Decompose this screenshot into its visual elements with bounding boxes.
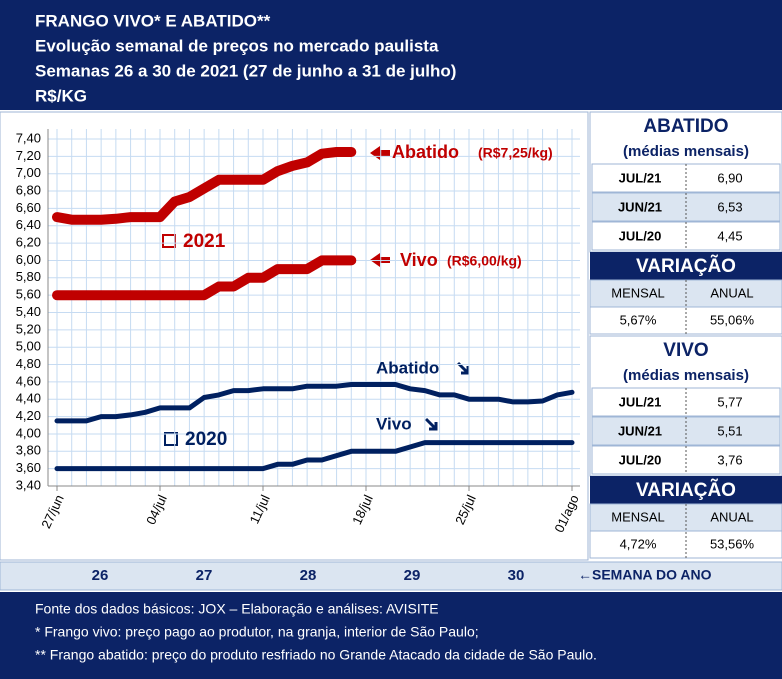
table-value: 6,90	[717, 170, 742, 185]
table-value: 5,77	[717, 394, 742, 409]
line-series	[52, 255, 357, 301]
variation-title: VARIAÇÃO	[636, 479, 736, 501]
header-line: Semanas 26 a 30 de 2021 (27 de junho a 3…	[35, 61, 456, 80]
footer-line: ** Frango abatido: preço do produto resf…	[35, 647, 597, 663]
footer-line: * Frango vivo: preço pago ao produtor, n…	[35, 624, 479, 640]
y-tick-label: 4,40	[16, 391, 41, 406]
y-tick-label: 6,80	[16, 182, 41, 197]
panel-subtitle: (médias mensais)	[623, 367, 749, 384]
week-label: 26	[92, 567, 109, 584]
week-label: 28	[300, 567, 317, 584]
header-band	[0, 0, 782, 110]
y-tick-label: 5,00	[16, 339, 41, 354]
variation-header: MENSAL	[611, 509, 664, 524]
table-value: 3,76	[717, 452, 742, 467]
variation-title: VARIAÇÃO	[636, 255, 736, 277]
variation-value: 5,67%	[620, 312, 657, 327]
week-label: 30	[508, 567, 525, 584]
footer-line: Fonte dos dados básicos: JOX – Elaboraçã…	[35, 601, 439, 617]
variation-value: 53,56%	[710, 536, 755, 551]
week-axis-label: ←SEMANA DO ANO	[578, 567, 712, 583]
line-series	[54, 382, 575, 424]
series-label: Vivo	[400, 250, 438, 270]
line-series	[54, 440, 575, 472]
chart-frame	[0, 111, 589, 561]
table-label: JUL/21	[619, 170, 662, 185]
table-value: 5,51	[717, 423, 742, 438]
week-band	[0, 561, 782, 591]
y-tick-label: 4,80	[16, 356, 41, 371]
y-tick-label: 7,00	[16, 165, 41, 180]
week-label: 27	[196, 567, 213, 584]
y-tick-label: 4,60	[16, 373, 41, 388]
y-tick-label: 7,40	[16, 130, 41, 145]
header-line: Evolução semanal de preços no mercado pa…	[35, 36, 439, 55]
table-value: 6,53	[717, 199, 742, 214]
panel-title: VIVO	[663, 340, 708, 361]
y-tick-label: 3,60	[16, 460, 41, 475]
table-label: JUL/20	[619, 228, 662, 243]
table-label: JUL/20	[619, 452, 662, 467]
series-label: Abatido	[392, 142, 459, 162]
table-label: JUL/21	[619, 394, 662, 409]
y-tick-label: 7,20	[16, 148, 41, 163]
annotation: 2021	[183, 231, 226, 252]
header-line: R$/KG	[35, 86, 87, 105]
week-label: 29	[404, 567, 421, 584]
footer-band	[0, 592, 782, 679]
variation-header: MENSAL	[611, 285, 664, 300]
panel-title: ABATIDO	[643, 116, 728, 137]
y-tick-label: 6,00	[16, 252, 41, 267]
annotation: 2020	[185, 429, 227, 450]
table-value: 4,45	[717, 228, 742, 243]
y-tick-label: 6,40	[16, 217, 41, 232]
series-label: Vivo	[376, 414, 412, 433]
series-label: Abatido	[376, 358, 439, 377]
table-label: JUN/21	[618, 199, 662, 214]
variation-header: ANUAL	[710, 509, 753, 524]
header-line: FRANGO VIVO* E ABATIDO**	[35, 11, 271, 30]
panel-subtitle: (médias mensais)	[623, 143, 749, 160]
y-tick-label: 6,20	[16, 235, 41, 250]
variation-band	[590, 476, 782, 504]
variation-band	[590, 252, 782, 280]
annotation: (R$7,25/kg)	[478, 145, 553, 161]
y-tick-label: 5,20	[16, 321, 41, 336]
y-tick-label: 3,80	[16, 443, 41, 458]
annotation: (R$6,00/kg)	[447, 253, 522, 269]
variation-header: ANUAL	[710, 285, 753, 300]
y-tick-label: 5,80	[16, 269, 41, 284]
variation-value: 55,06%	[710, 312, 755, 327]
y-tick-label: 6,60	[16, 200, 41, 215]
y-tick-label: 5,60	[16, 287, 41, 302]
y-tick-label: 4,00	[16, 425, 41, 440]
variation-value: 4,72%	[620, 536, 657, 551]
y-tick-label: 4,20	[16, 408, 41, 423]
table-label: JUN/21	[618, 423, 662, 438]
line-series	[52, 147, 357, 225]
arrow-icon	[424, 417, 438, 431]
y-tick-label: 3,40	[16, 477, 41, 492]
y-tick-label: 5,40	[16, 304, 41, 319]
box-icon	[164, 432, 178, 446]
